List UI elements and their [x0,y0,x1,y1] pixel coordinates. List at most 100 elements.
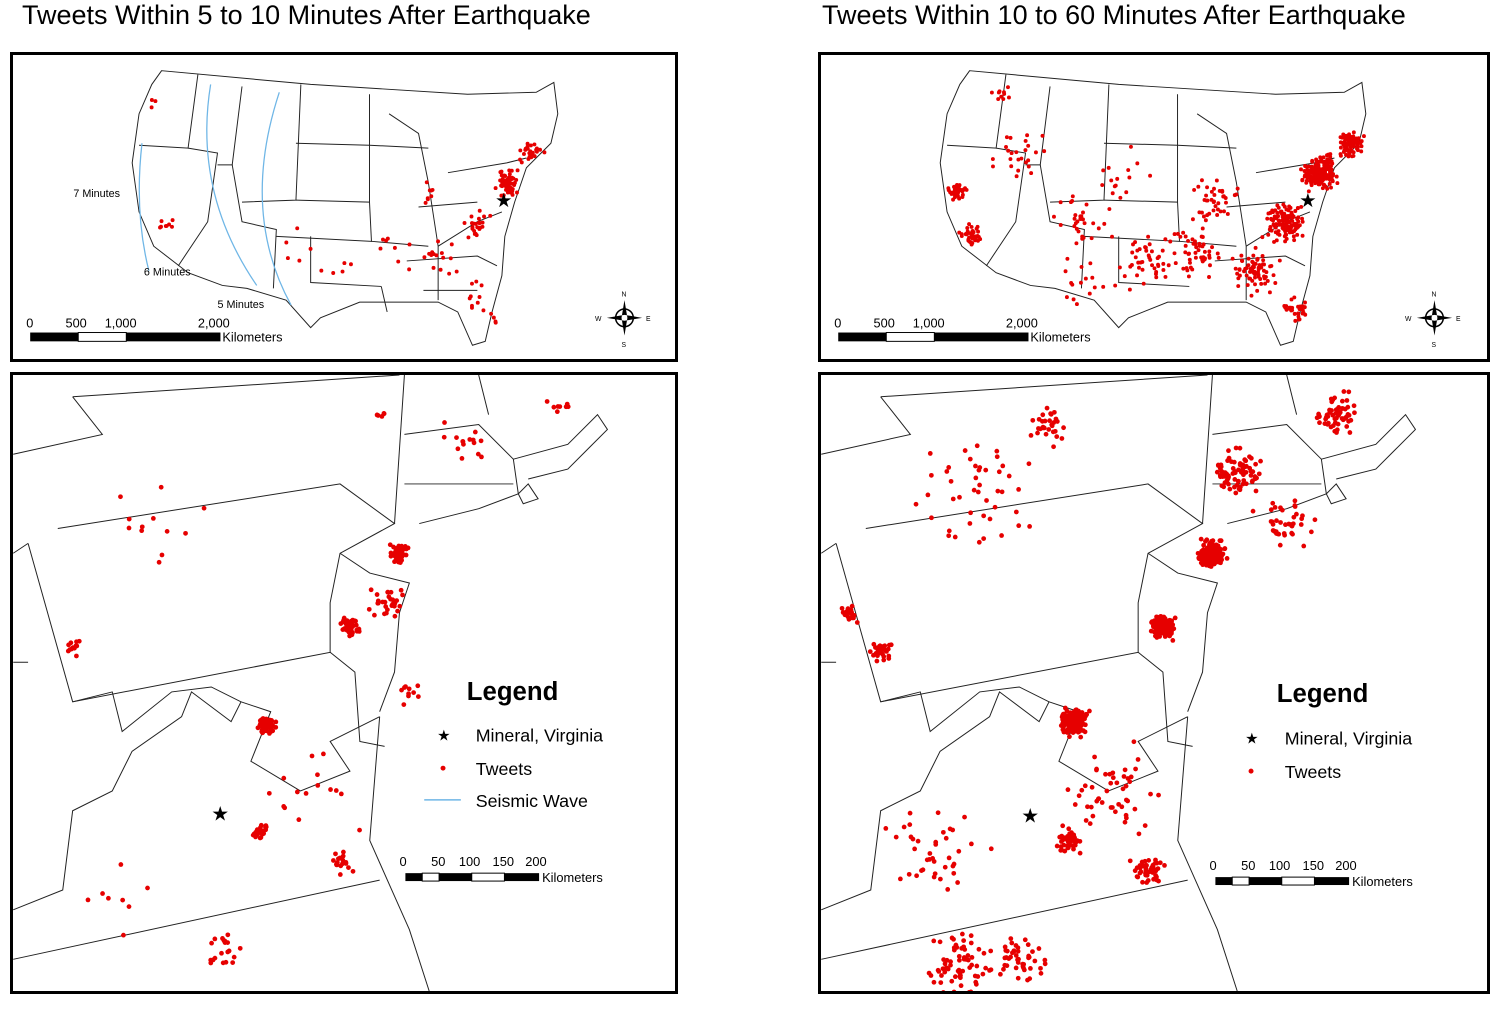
tweet-dot [1207,253,1212,258]
tweet-dot [470,226,475,231]
tweet-dot [1329,408,1334,413]
svg-text:S: S [622,342,627,349]
tweet-dot [970,228,975,233]
tweet-dot [1202,249,1207,254]
tweet-dot [1133,240,1138,245]
tweet-dot [1118,195,1123,200]
svg-text:1,000: 1,000 [105,316,137,331]
tweet-dot [356,626,362,632]
tweet-dot [1168,239,1173,244]
tweet-dot [489,311,494,316]
tweet-dot [1301,543,1307,549]
tweet-dot [1287,204,1292,209]
tweet-dot [994,454,1000,460]
tweet-dot [1281,202,1286,207]
tweet-dot [1040,418,1045,424]
tweet-dot [478,438,484,444]
tweet-dot [342,261,347,266]
tweet-dot [951,197,956,202]
tweet-dot [139,524,145,530]
tweet-dot [1249,293,1254,298]
tweet-dot [1305,175,1310,180]
tweet-dot [1000,463,1006,469]
tweet-dot [1137,265,1141,270]
tweet-dot [1269,217,1274,222]
tweet-dot [1006,148,1011,153]
tweet-dot [1161,261,1166,266]
svg-text:50: 50 [431,854,445,869]
tweet-dot [1108,805,1114,810]
tweet-dot [907,822,913,827]
tweet-dot [425,197,430,202]
tweet-dot [1225,212,1230,216]
tweet-dot [971,487,977,493]
tweet-dot [1256,471,1262,477]
tweet-dot [1272,214,1277,219]
tweet-dot [474,233,479,238]
tweet-dot [914,873,919,879]
tweet-dot [1350,144,1355,149]
tweet-dot [1281,226,1286,231]
tweet-dot [118,862,124,867]
tweet-dot [1172,615,1178,621]
tweet-dot [1004,135,1009,140]
tweet-dot [468,294,473,299]
tweet-dot [118,494,123,500]
tweet-dot [139,528,145,534]
epicenter-star: ★ [1299,190,1317,212]
tweet-dot [1304,180,1309,185]
tweet-dot [1153,860,1158,866]
tweet-dot [405,545,411,551]
tweet-dot [1077,838,1083,844]
tweet-dot [429,194,434,199]
tweet-dot [1188,260,1192,265]
tweet-dot [1241,478,1247,483]
tweet-dot [1024,160,1028,165]
tweet-dot [1248,473,1254,478]
tweet-dot [226,948,232,954]
tweet-dot [1079,214,1084,219]
tweet-dot [960,192,965,197]
tweet-dot [1064,717,1069,723]
tweet-dot [515,168,520,173]
tweet-dot [328,787,333,792]
tweet-dot [1235,186,1240,191]
tweet-dot [1244,273,1249,278]
tweet-dot [1329,185,1333,190]
tweet-dot [1135,161,1140,166]
tweet-dot [924,857,930,863]
tweet-dot [1156,622,1162,628]
tweet-dot [386,594,392,600]
tweet-dot [1148,791,1153,797]
tweet-dot [1061,425,1066,431]
tweet-dot [1161,625,1167,631]
tweet-dot [1266,211,1271,216]
tweet-dot [1270,500,1276,506]
tweet-dot [958,187,963,192]
tweet-dot [488,213,493,218]
detail-tweet-dots [65,399,571,966]
tweet-dot [1156,632,1161,638]
tweet-dot [1081,217,1085,222]
tweet-dot [1225,476,1231,482]
tweet-dot [1038,965,1043,971]
tweet-dot [1215,547,1221,552]
tweet-dot [1279,209,1284,214]
tweet-dot [1330,179,1335,184]
tweet-dot [395,554,401,560]
tweet-dot [1226,448,1231,454]
tweet-dot [955,880,960,885]
tweet-dot [1326,420,1331,426]
wave-label-7: 7 Minutes [73,188,120,200]
tweet-dot [875,653,880,659]
tweet-dot [1065,843,1071,849]
tweet-dot [1283,522,1288,528]
tweet-dot [74,653,79,659]
tweet-dot [946,528,952,534]
tweet-dot [1002,962,1008,968]
tweet-dot [126,525,132,531]
tweet-dot [532,154,537,159]
tweet-dot [1095,796,1101,802]
tweet-dot [1192,187,1197,192]
tweet-dot [380,599,386,605]
